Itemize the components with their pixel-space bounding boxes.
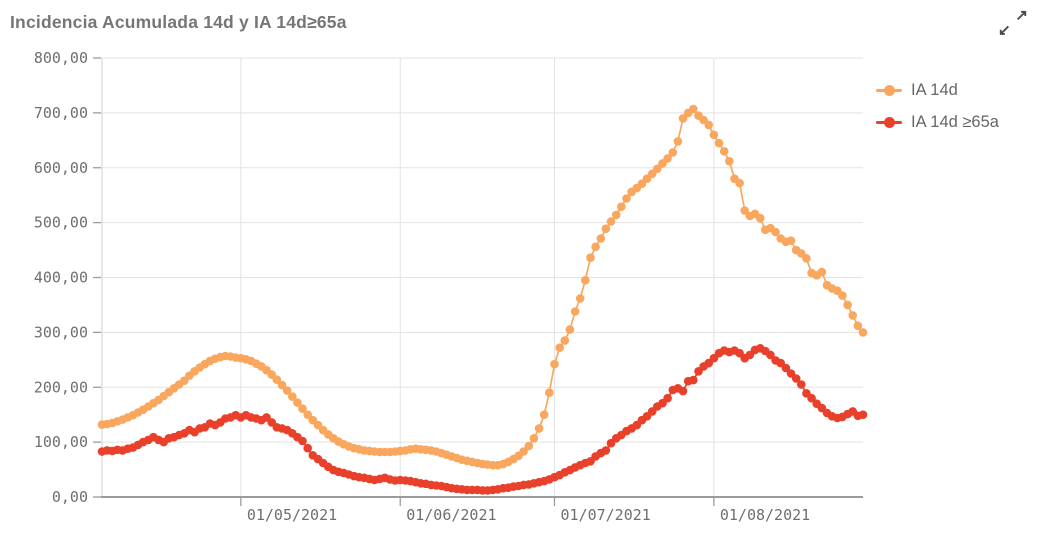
- svg-text:400,00: 400,00: [34, 269, 88, 287]
- legend: IA 14d IA 14d ≥65a: [876, 81, 999, 132]
- svg-text:100,00: 100,00: [34, 433, 88, 451]
- chart-title: Incidencia Acumulada 14d y IA 14d≥65a: [10, 12, 347, 32]
- legend-item-ia-14d[interactable]: IA 14d: [876, 81, 999, 100]
- line-dot-marker-icon: [876, 117, 902, 128]
- series-ia-14d-65a[interactable]: [97, 344, 868, 495]
- svg-text:01/05/2021: 01/05/2021: [247, 506, 337, 524]
- expand-icon[interactable]: ↗ ↙: [998, 4, 1028, 42]
- svg-text:500,00: 500,00: [34, 214, 88, 232]
- gridlines: [102, 57, 863, 497]
- svg-text:200,00: 200,00: [34, 378, 88, 396]
- svg-text:300,00: 300,00: [34, 323, 88, 341]
- arrow-ne-icon: ↗: [1015, 7, 1028, 24]
- svg-text:0,00: 0,00: [52, 488, 88, 506]
- axis-ticks: [93, 57, 715, 506]
- legend-item-ia-14d-65a[interactable]: IA 14d ≥65a: [876, 113, 999, 132]
- y-axis-labels: 0,00 100,00 200,00 300,00 400,00 500,00 600,00…: [34, 49, 88, 506]
- arrow-sw-icon: ↙: [998, 22, 1011, 39]
- legend-label: IA 14d ≥65a: [911, 113, 999, 131]
- line-dot-marker-icon: [876, 85, 902, 96]
- svg-text:800,00: 800,00: [34, 49, 88, 67]
- svg-text:01/08/2021: 01/08/2021: [720, 506, 810, 524]
- svg-text:01/07/2021: 01/07/2021: [560, 506, 650, 524]
- svg-text:01/06/2021: 01/06/2021: [406, 506, 496, 524]
- svg-text:700,00: 700,00: [34, 104, 88, 122]
- series-ia-14d[interactable]: [97, 104, 868, 470]
- svg-text:600,00: 600,00: [34, 159, 88, 177]
- x-axis-labels: 01/05/2021 01/06/2021 01/07/2021 01/08/2021: [247, 506, 810, 524]
- legend-label: IA 14d: [911, 81, 958, 99]
